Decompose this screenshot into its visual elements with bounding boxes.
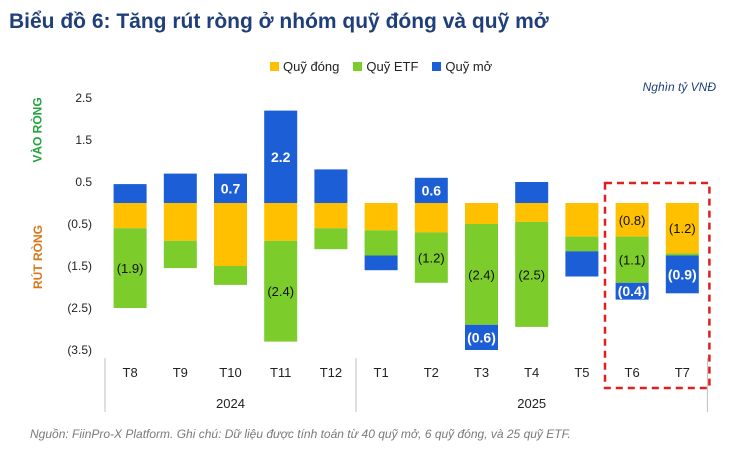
y-tick-label: 0.5 bbox=[75, 175, 92, 189]
y-tick-label: 1.5 bbox=[75, 133, 92, 147]
bar-etf-T8 bbox=[113, 228, 147, 308]
bar-open-T4 bbox=[515, 182, 549, 203]
bar-closed-T11 bbox=[264, 203, 298, 241]
bar-closed-T5 bbox=[565, 203, 599, 237]
bar-closed-T9 bbox=[163, 203, 197, 241]
y-tick-label: (0.5) bbox=[67, 217, 92, 231]
bar-open-T12 bbox=[314, 169, 348, 203]
x-tick-label-T10: T10 bbox=[219, 365, 241, 380]
data-label-etf-T3: (2.4) bbox=[468, 267, 495, 282]
bar-closed-T2 bbox=[414, 203, 448, 233]
data-label-closed-T7: (1.2) bbox=[669, 221, 696, 236]
legend-swatch-etf bbox=[353, 62, 363, 71]
bar-etf-T6 bbox=[615, 236, 649, 283]
data-label-open-T10: 0.7 bbox=[221, 180, 241, 196]
bar-open-T10 bbox=[214, 173, 247, 203]
bar-open-T6 bbox=[615, 282, 649, 300]
chart-title: Biểu đồ 6: Tăng rút ròng ở nhóm quỹ đóng… bbox=[9, 10, 549, 33]
bar-etf-T2 bbox=[414, 232, 448, 283]
group-label-2024: 2024 bbox=[216, 396, 245, 411]
bar-open-T11 bbox=[264, 110, 298, 203]
legend-item-closed: Quỹ đóng bbox=[270, 59, 339, 74]
data-label-etf-T2: (1.2) bbox=[418, 251, 445, 266]
bar-etf-T7 bbox=[665, 253, 699, 256]
legend-label-etf: Quỹ ETF bbox=[366, 59, 419, 74]
group-label-2025: 2025 bbox=[517, 396, 546, 411]
unit-label: Nghìn tỷ VNĐ bbox=[642, 80, 716, 94]
source-note: Nguồn: FiinPro-X Platform. Ghi chú: Dữ l… bbox=[30, 427, 571, 441]
legend-label-closed: Quỹ đóng bbox=[283, 59, 340, 74]
legend-swatch-closed bbox=[270, 62, 279, 71]
data-label-etf-T11: (2.4) bbox=[267, 284, 294, 299]
bar-open-T1 bbox=[364, 255, 398, 271]
x-tick-label-T12: T12 bbox=[320, 365, 342, 380]
x-tick-label-T2: T2 bbox=[424, 365, 439, 380]
highlight-box bbox=[603, 181, 711, 390]
bar-closed-T7 bbox=[665, 203, 699, 254]
y-tick-label: 2.5 bbox=[75, 91, 92, 105]
data-label-open-T11: 2.2 bbox=[271, 149, 291, 165]
x-tick-label-T1: T1 bbox=[374, 365, 389, 380]
bar-closed-T4 bbox=[515, 203, 549, 222]
bar-closed-T12 bbox=[314, 203, 348, 229]
data-label-open-T3: (0.6) bbox=[467, 329, 496, 345]
legend-swatch-open bbox=[432, 62, 442, 71]
bar-closed-T3 bbox=[465, 203, 498, 224]
bar-open-T8 bbox=[113, 184, 147, 203]
bar-closed-T6 bbox=[615, 203, 649, 237]
bar-closed-T10 bbox=[214, 203, 247, 266]
legend-label-open: Quỹ mở bbox=[445, 59, 493, 74]
bar-closed-T8 bbox=[113, 203, 147, 229]
bar-open-T3 bbox=[465, 324, 498, 350]
bar-open-T7 bbox=[665, 255, 699, 294]
x-tick-label-T11: T11 bbox=[270, 365, 291, 380]
bar-etf-T5 bbox=[565, 236, 599, 252]
data-label-open-T6: (0.4) bbox=[618, 283, 647, 299]
bar-open-T9 bbox=[163, 173, 197, 203]
bar-etf-T11 bbox=[264, 240, 298, 342]
bar-etf-T4 bbox=[515, 221, 549, 327]
bar-open-T2 bbox=[414, 177, 448, 203]
x-tick-label-T7: T7 bbox=[675, 365, 690, 380]
x-tick-label-T9: T9 bbox=[173, 365, 188, 380]
x-tick-label-T6: T6 bbox=[625, 365, 640, 380]
legend-item-open: Quỹ mở bbox=[432, 59, 492, 74]
data-label-etf-T8: (1.9) bbox=[117, 261, 144, 276]
data-label-etf-T6: (1.1) bbox=[619, 253, 646, 268]
data-label-open-T7: (0.9) bbox=[668, 266, 697, 282]
x-tick-label-T3: T3 bbox=[474, 365, 489, 380]
data-label-closed-T6: (0.8) bbox=[619, 213, 646, 228]
x-tick-label-T5: T5 bbox=[574, 365, 589, 380]
bar-etf-T12 bbox=[314, 228, 348, 250]
y-tick-label: (3.5) bbox=[67, 343, 92, 357]
legend-item-etf: Quỹ ETF bbox=[353, 59, 418, 74]
bar-etf-T10 bbox=[214, 266, 247, 285]
x-tick-label-T8: T8 bbox=[123, 365, 138, 380]
bar-etf-T1 bbox=[364, 230, 398, 256]
y-tick-label: (1.5) bbox=[67, 259, 92, 273]
bar-closed-T1 bbox=[364, 203, 398, 231]
bar-etf-T9 bbox=[163, 240, 197, 269]
legend: Quỹ đóng Quỹ ETF Quỹ mở bbox=[270, 59, 492, 74]
data-label-etf-T4: (2.5) bbox=[518, 267, 545, 282]
bar-open-T5 bbox=[565, 251, 599, 277]
data-label-open-T2: 0.6 bbox=[422, 182, 442, 198]
x-tick-label-T4: T4 bbox=[524, 365, 539, 380]
bar-etf-T3 bbox=[465, 224, 498, 325]
y-tick-label: (2.5) bbox=[67, 301, 92, 315]
